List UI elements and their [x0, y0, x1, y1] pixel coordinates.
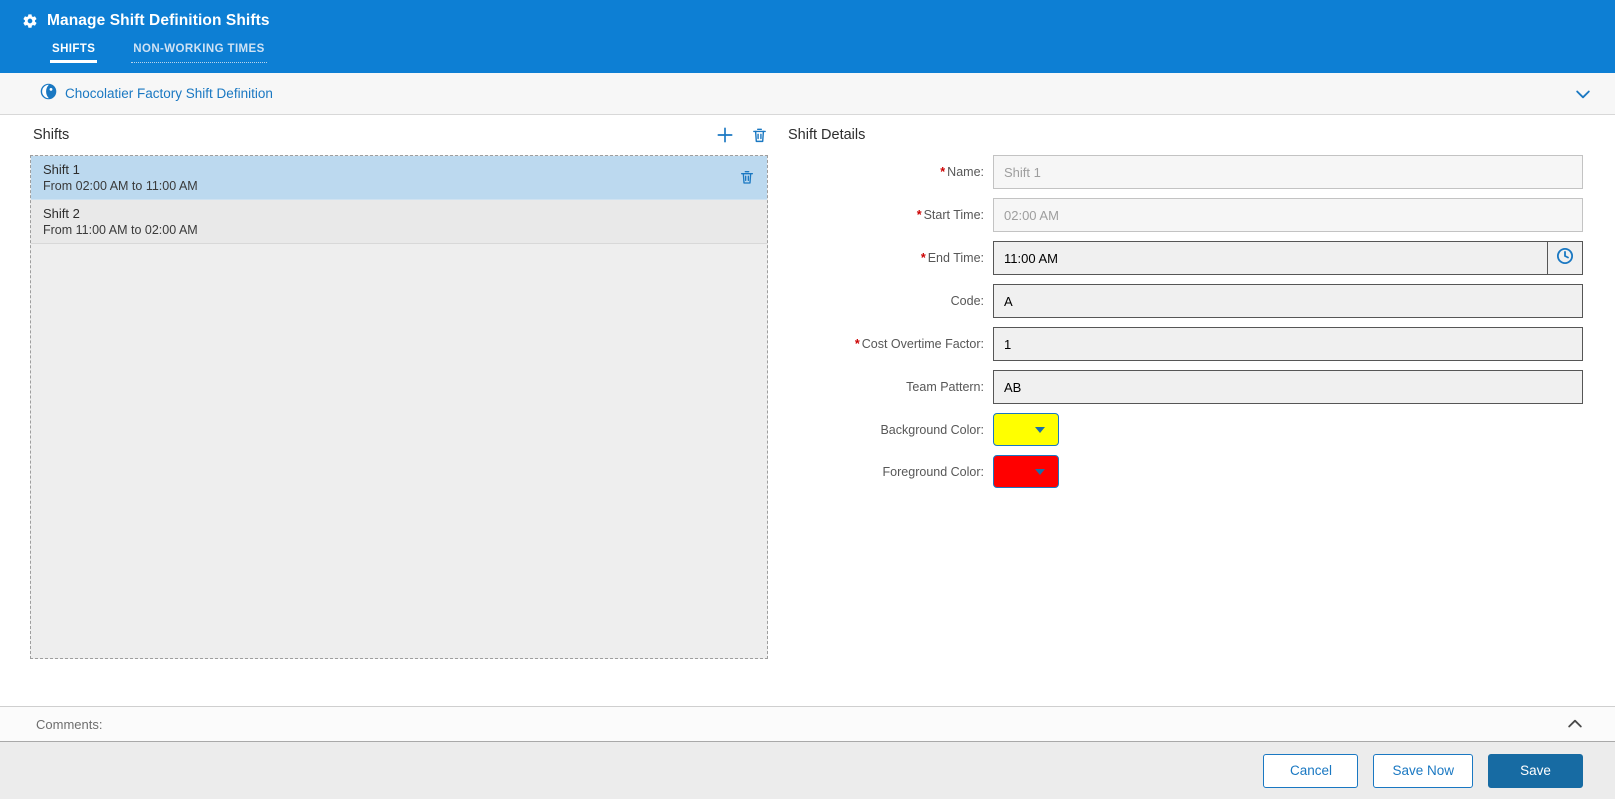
background-color-field-row: Background Color:	[788, 413, 1583, 446]
page-title: Manage Shift Definition Shifts	[47, 12, 270, 29]
tab-shifts[interactable]: SHIFTS	[50, 43, 98, 63]
clock-icon	[1556, 247, 1574, 270]
gear-icon	[22, 13, 38, 29]
app-header: Manage Shift Definition Shifts SHIFTS NO…	[0, 0, 1615, 73]
main-content: Shifts Shift 1 From 02:00 AM to 11:00 AM	[0, 115, 1615, 706]
team-pattern-field-row: Team Pattern:	[788, 370, 1583, 404]
start-time-field	[993, 198, 1583, 232]
background-color-field-label: Background Color:	[880, 422, 984, 437]
start-time-field-row: * Start Time:	[788, 198, 1583, 232]
required-marker: *	[940, 165, 946, 179]
cancel-button[interactable]: Cancel	[1263, 753, 1359, 788]
code-field-label: Code:	[950, 294, 984, 308]
name-field	[993, 155, 1583, 189]
trash-icon[interactable]	[739, 168, 755, 186]
shift-definition-bar: Chocolatier Factory Shift Definition	[0, 73, 1615, 115]
chevron-down-icon	[1035, 426, 1045, 433]
chevron-down-icon	[1035, 468, 1045, 475]
shift-item-name: Shift 2	[43, 205, 80, 221]
end-time-field-wrap	[993, 241, 1583, 275]
required-marker: *	[920, 251, 926, 265]
code-field[interactable]	[993, 284, 1583, 318]
chevron-down-icon[interactable]	[1573, 84, 1593, 104]
foreground-color-field-label: Foreground Color:	[882, 464, 984, 479]
globe-icon	[40, 83, 57, 105]
comments-label: Comments:	[36, 716, 103, 732]
shift-details-heading: Shift Details	[788, 127, 866, 143]
end-time-field-row: * End Time:	[788, 241, 1583, 275]
shift-item-range: From 11:00 AM to 02:00 AM	[43, 222, 198, 237]
chevron-up-icon[interactable]	[1565, 714, 1585, 734]
delete-shift-button[interactable]	[751, 126, 768, 144]
end-time-field[interactable]	[994, 242, 1547, 274]
shift-list-item[interactable]: Shift 2 From 11:00 AM to 02:00 AM	[31, 200, 767, 244]
start-time-field-label: * Start Time:	[916, 208, 984, 222]
end-time-field-label: * End Time:	[920, 251, 984, 265]
team-pattern-field-label: Team Pattern:	[906, 380, 984, 394]
name-field-row: * Name:	[788, 155, 1583, 189]
required-marker: *	[916, 208, 922, 222]
shift-list-item[interactable]: Shift 1 From 02:00 AM to 11:00 AM	[31, 156, 767, 200]
time-picker-button[interactable]	[1547, 242, 1582, 274]
foreground-color-picker[interactable]	[993, 455, 1059, 488]
background-color-picker[interactable]	[993, 413, 1059, 446]
team-pattern-field[interactable]	[993, 370, 1583, 404]
save-now-button[interactable]: Save Now	[1373, 753, 1473, 788]
cost-overtime-factor-field-row: * Cost Overtime Factor:	[788, 327, 1583, 361]
required-marker: *	[854, 337, 860, 351]
tab-non-working-times[interactable]: NON-WORKING TIMES	[131, 43, 267, 63]
shift-details-panel: Shift Details *Name: *Start Time: *End T…	[788, 115, 1583, 706]
code-field-row: Code:	[788, 284, 1583, 318]
shift-details-form: *Name: *Start Time: *End Time:	[788, 155, 1583, 497]
shifts-heading: Shifts	[33, 127, 70, 143]
shift-item-range: From 02:00 AM to 11:00 AM	[43, 178, 198, 193]
tab-bar: SHIFTS NON-WORKING TIMES	[50, 43, 1593, 63]
cost-overtime-factor-field[interactable]	[993, 327, 1583, 361]
footer-bar: Cancel Save Now Save	[0, 742, 1615, 799]
cost-overtime-factor-field-label: * Cost Overtime Factor:	[854, 337, 984, 351]
save-button[interactable]: Save	[1488, 753, 1583, 788]
shifts-list-panel: Shifts Shift 1 From 02:00 AM to 11:00 AM	[30, 115, 768, 706]
shift-list: Shift 1 From 02:00 AM to 11:00 AM Shift …	[30, 155, 768, 659]
comments-section: Comments:	[0, 706, 1615, 742]
name-field-label: * Name:	[940, 165, 984, 179]
foreground-color-field-row: Foreground Color:	[788, 455, 1583, 488]
add-shift-button[interactable]	[715, 125, 735, 145]
shift-definition-link[interactable]: Chocolatier Factory Shift Definition	[40, 83, 273, 105]
shift-item-name: Shift 1	[43, 161, 80, 177]
shift-definition-title: Chocolatier Factory Shift Definition	[65, 86, 273, 101]
